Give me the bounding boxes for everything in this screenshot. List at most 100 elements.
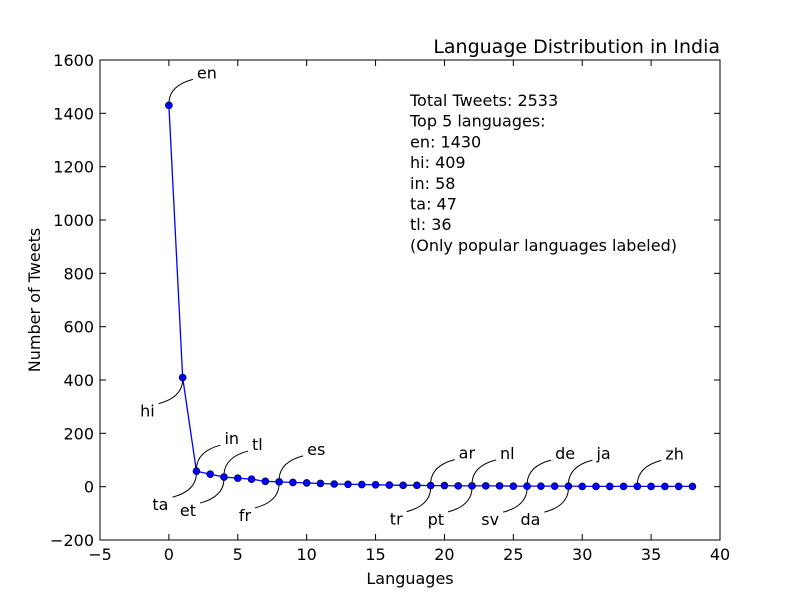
data-point	[454, 482, 463, 490]
x-tick-label: 5	[233, 545, 243, 564]
data-point	[468, 482, 476, 490]
y-tick-label: 1000	[53, 211, 94, 230]
point-label-en: en	[197, 63, 217, 82]
label-leader-line	[636, 459, 662, 484]
data-point	[633, 482, 642, 491]
label-leader-line	[447, 488, 473, 513]
point-label-nl: nl	[500, 444, 515, 463]
data-point	[330, 480, 339, 488]
data-point	[550, 482, 559, 490]
y-tick-label: 400	[63, 371, 94, 390]
point-label-hi: hi	[140, 402, 155, 421]
x-tick-label: 30	[572, 545, 592, 564]
point-label-in: in	[224, 429, 239, 448]
label-leader-line	[168, 78, 194, 103]
label-leader-line	[172, 474, 197, 498]
data-point	[619, 482, 628, 491]
data-point	[316, 479, 325, 488]
chart-title: Language Distribution in India	[433, 36, 720, 58]
x-tick-label: 25	[503, 545, 523, 564]
y-tick-label: 1400	[53, 104, 94, 123]
data-point	[192, 467, 201, 476]
label-leader-line	[526, 459, 552, 484]
y-tick-label: 0	[84, 478, 94, 497]
data-point	[426, 481, 435, 490]
data-point	[178, 373, 187, 382]
point-label-zh: zh	[665, 444, 684, 463]
data-point	[399, 481, 407, 490]
data-point	[302, 479, 311, 487]
point-label-fr: fr	[239, 506, 252, 525]
annotation-line: Top 5 languages:	[409, 112, 546, 131]
annotation-line: Total Tweets: 2533	[409, 91, 558, 110]
data-point	[371, 480, 380, 489]
data-point	[233, 474, 242, 482]
annotation-line: ta: 47	[410, 195, 457, 214]
data-point	[537, 482, 545, 490]
x-tick-label: −5	[88, 545, 112, 564]
data-point	[592, 482, 600, 491]
label-leader-line	[430, 459, 455, 483]
data-point	[344, 480, 352, 489]
label-leader-line	[199, 480, 225, 504]
data-point	[289, 478, 297, 487]
point-label-es: es	[307, 440, 325, 459]
point-label-pt: pt	[428, 510, 444, 529]
data-point	[674, 482, 683, 491]
data-point	[564, 482, 573, 490]
label-leader-line	[502, 489, 528, 513]
point-label-ja: ja	[595, 444, 610, 463]
x-axis-label: Languages	[366, 569, 453, 588]
x-tick-label: 15	[365, 545, 385, 564]
label-leader-line	[254, 484, 280, 509]
plot-area: en hi in ta tl et es fr ar tr nl pt de sv ja da zh	[99, 59, 721, 541]
data-point	[647, 482, 655, 491]
label-leader-line	[158, 380, 184, 405]
point-label-de: de	[555, 444, 575, 463]
annotation-line: en: 1430	[410, 132, 481, 151]
y-tick-label: −200	[50, 531, 94, 550]
data-point	[275, 478, 283, 486]
data-point	[495, 482, 504, 490]
point-label-et: et	[180, 501, 196, 520]
data-point	[440, 481, 449, 490]
data-point	[578, 482, 587, 491]
label-leader-line	[223, 450, 249, 475]
data-point	[247, 475, 256, 484]
annotation-line: tl: 36	[410, 215, 452, 234]
x-axis-ticks: −5 0 5 10 15 20 25 30 35 40	[88, 60, 730, 564]
point-label-tr: tr	[390, 510, 403, 529]
x-tick-label: 40	[710, 545, 730, 564]
y-axis-ticks: −200 0 200 400 600 800 1000 1200 1400 1600	[50, 51, 720, 550]
point-label-da: da	[520, 510, 540, 529]
data-point	[523, 482, 531, 490]
y-tick-label: 800	[63, 264, 94, 283]
label-leader-line	[195, 444, 221, 469]
point-label-ta: ta	[152, 495, 168, 514]
summary-annotation: Total Tweets: 2533 Top 5 languages:en: 14…	[409, 91, 677, 255]
data-point	[385, 481, 394, 489]
data-point	[509, 482, 518, 490]
data-point	[220, 473, 228, 481]
x-tick-label: 20	[434, 545, 454, 564]
y-tick-label: 200	[63, 424, 94, 443]
label-leader-line	[471, 459, 497, 483]
point-label-ar: ar	[459, 444, 476, 463]
data-point	[661, 482, 669, 491]
x-tick-label: 35	[641, 545, 661, 564]
plot-frame	[99, 59, 721, 541]
data-point	[165, 101, 173, 110]
annotation-line: hi: 409	[410, 153, 466, 172]
data-point	[206, 470, 215, 478]
y-tick-label: 1600	[53, 51, 94, 70]
data-point	[688, 482, 697, 491]
data-point	[605, 482, 614, 491]
label-leader-line	[278, 455, 304, 479]
data-point	[261, 477, 270, 486]
data-point	[413, 481, 421, 490]
label-leader-line	[567, 459, 593, 484]
data-point	[357, 480, 366, 489]
y-tick-label: 1200	[53, 158, 94, 177]
x-tick-label: 10	[296, 545, 316, 564]
